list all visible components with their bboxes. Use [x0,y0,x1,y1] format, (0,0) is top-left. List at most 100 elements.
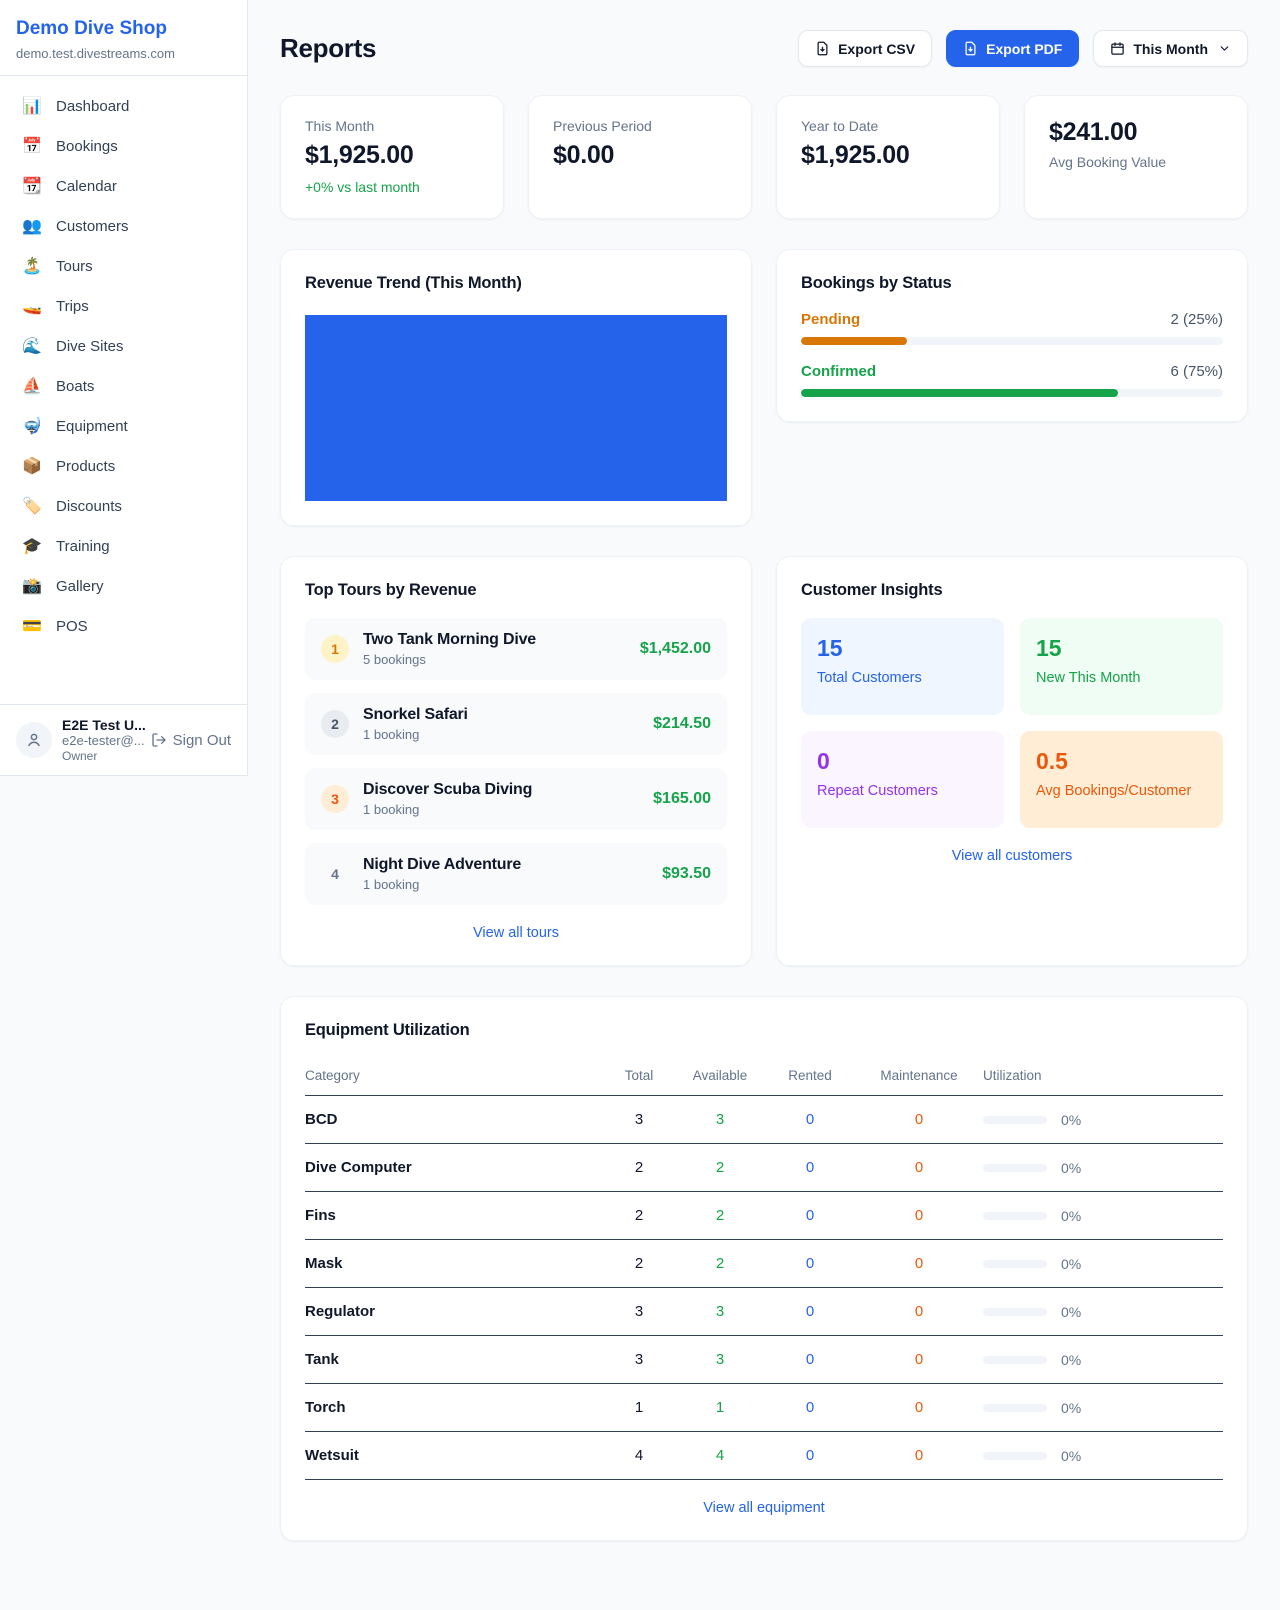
utilization-track [983,1403,1047,1412]
utilization-label: 0% [1061,1255,1082,1272]
period-label: This Month [1133,40,1208,57]
sidebar-item-tours[interactable]: 🏝️ Tours [8,246,239,286]
calendar-icon [1111,42,1125,55]
utilization-label: 0% [1061,1351,1082,1368]
sidebar-item-label: Dive Sites [56,337,124,355]
equipment-total: 3 [634,1351,644,1368]
equipment-available: 2 [715,1207,725,1224]
view-all-customers-link[interactable]: View all customers [951,848,1073,864]
status-value: 2 (25%) [1170,311,1223,328]
tour-bookings: 5 bookings [363,652,426,667]
column-header: Utilization [983,1068,1042,1083]
tag-icon: 🏷️ [22,498,42,515]
tour-bookings: 1 booking [363,877,420,892]
tour-name: Two Tank Morning Dive [363,631,536,648]
tour-row[interactable]: 4 Night Dive Adventure 1 booking $93.50 [305,843,727,905]
logout-icon [151,733,166,747]
insight-tile-total-customers: 15 Total Customers [801,618,1004,715]
dive-mask-icon: 🤿 [22,418,42,435]
equipment-category: Mask [305,1255,343,1272]
tile-value: 15 [1036,635,1062,661]
sidebar-item-dive-sites[interactable]: 🌊 Dive Sites [8,326,239,366]
sidebar-item-calendar[interactable]: 📆 Calendar [8,166,239,206]
sign-out-button[interactable]: Sign Out [151,732,231,749]
progress-track [801,389,1223,397]
stat-label: Avg Booking Value [1049,154,1167,170]
equipment-utilization: 0% [983,1448,1223,1464]
column-header: Total [624,1068,654,1083]
export-csv-button[interactable]: Export CSV [798,30,933,67]
tour-row[interactable]: 1 Two Tank Morning Dive 5 bookings $1,45… [305,618,727,680]
view-all-tours-link[interactable]: View all tours [473,925,559,941]
equipment-rented: 0 [805,1207,815,1224]
equipment-utilization: 0% [983,1160,1223,1176]
equipment-maintenance: 0 [914,1351,924,1368]
tour-row[interactable]: 3 Discover Scuba Diving 1 booking $165.0… [305,768,727,830]
stat-card-avg-booking-value: $241.00 Avg Booking Value [1024,95,1248,219]
equipment-utilization: 0% [983,1208,1223,1224]
top-tours-panel: Top Tours by Revenue 1 Two Tank Morning … [280,556,752,966]
stat-delta: +0% vs last month [305,179,420,195]
table-row: BCD 3 3 0 0 0% [305,1096,1223,1144]
sidebar-item-label: Tours [56,257,93,275]
sidebar-item-products[interactable]: 📦 Products [8,446,239,486]
utilization-track [983,1307,1047,1316]
insight-tiles: 15 Total Customers 15 New This Month 0 R… [801,618,1223,828]
tour-amount: $1,452.00 [639,640,711,657]
main-content: Reports Export CSV Export PDF This Month [280,0,1248,1573]
equipment-total: 3 [634,1111,644,1128]
tour-row[interactable]: 2 Snorkel Safari 1 booking $214.50 [305,693,727,755]
sidebar-item-discounts[interactable]: 🏷️ Discounts [8,486,239,526]
equipment-category: Fins [305,1207,336,1224]
progress-fill [801,337,907,345]
file-download-icon [965,41,976,56]
tour-name: Discover Scuba Diving [363,781,533,798]
tile-label: New This Month [1036,670,1141,686]
period-select[interactable]: This Month [1093,30,1248,67]
insight-tile-repeat-customers: 0 Repeat Customers [801,731,1004,828]
export-pdf-button[interactable]: Export PDF [946,30,1080,67]
stat-value: $0.00 [553,141,615,169]
sidebar-item-label: Training [56,537,110,555]
sidebar-item-dashboard[interactable]: 📊 Dashboard [8,86,239,126]
sidebar-item-trips[interactable]: 🚤 Trips [8,286,239,326]
sidebar-item-pos[interactable]: 💳 POS [8,606,239,646]
table-row: Dive Computer 2 2 0 0 0% [305,1144,1223,1192]
utilization-label: 0% [1061,1399,1082,1416]
column-header: Rented [788,1068,832,1083]
equipment-total: 1 [634,1399,644,1416]
equipment-utilization: 0% [983,1256,1223,1272]
sidebar-nav: 📊 Dashboard 📅 Bookings 📆 Calendar 👥 Cust… [0,76,247,656]
equipment-category: Regulator [305,1303,376,1320]
page-title: Reports [280,33,377,63]
sidebar-item-label: Products [56,457,116,475]
view-all-equipment-link[interactable]: View all equipment [703,1500,825,1516]
equipment-maintenance: 0 [914,1447,924,1464]
status-label: Pending [801,311,861,328]
speedboat-icon: 🚤 [22,298,42,315]
tile-value: 0 [817,748,830,774]
sidebar-item-boats[interactable]: ⛵ Boats [8,366,239,406]
charts-row: Revenue Trend (This Month) Bookings by S… [280,249,1248,526]
tile-label: Avg Bookings/Customer [1036,783,1192,799]
sidebar-item-label: Customers [56,217,129,235]
equipment-total: 3 [634,1303,644,1320]
status-row-pending: Pending 2 (25%) [801,311,1223,345]
utilization-track [983,1115,1047,1124]
sidebar-item-label: POS [56,617,88,635]
sidebar-item-equipment[interactable]: 🤿 Equipment [8,406,239,446]
equipment-maintenance: 0 [914,1399,924,1416]
equipment-table: Category Total Available Rented Maintena… [305,1058,1223,1480]
sidebar-item-label: Boats [56,377,95,395]
insight-tile-avg-bookings: 0.5 Avg Bookings/Customer [1020,731,1223,828]
avatar [16,722,52,758]
stat-card-previous-period: Previous Period $0.00 [528,95,752,219]
equipment-maintenance: 0 [914,1207,924,1224]
equipment-rented: 0 [805,1255,815,1272]
shop-name-link[interactable]: Demo Dive Shop [16,18,167,39]
sidebar-item-bookings[interactable]: 📅 Bookings [8,126,239,166]
sidebar-item-training[interactable]: 🎓 Training [8,526,239,566]
sidebar-item-customers[interactable]: 👥 Customers [8,206,239,246]
sidebar-item-gallery[interactable]: 📸 Gallery [8,566,239,606]
tile-label: Total Customers [817,670,922,686]
